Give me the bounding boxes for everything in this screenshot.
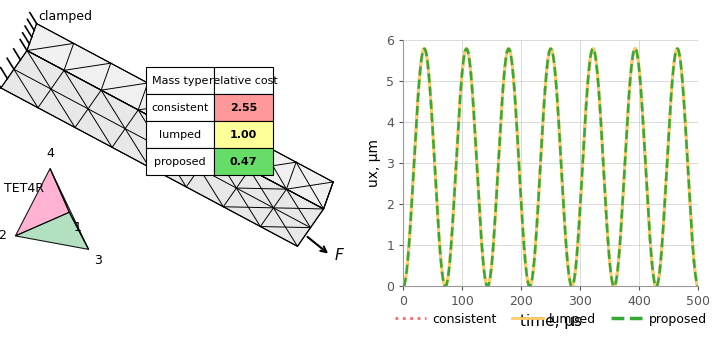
- Text: 2.55: 2.55: [230, 103, 257, 113]
- lumped: [688, 244, 697, 248]
- lumped: [512, 119, 521, 123]
- Y-axis label: ux, μm: ux, μm: [366, 140, 381, 187]
- proposed: [504, 47, 513, 51]
- Line: consistent: consistent: [403, 49, 698, 286]
- Text: 1.00: 1.00: [230, 130, 257, 140]
- Bar: [146, 94, 214, 121]
- proposed: [399, 284, 408, 288]
- Text: proposed: proposed: [154, 157, 206, 167]
- Text: 1: 1: [73, 221, 81, 234]
- proposed: [450, 192, 459, 196]
- consistent: [399, 284, 408, 288]
- X-axis label: time, μs: time, μs: [520, 314, 582, 329]
- consistent: [525, 284, 534, 288]
- consistent: [450, 192, 459, 196]
- Text: 3: 3: [94, 254, 102, 268]
- proposed: [694, 284, 703, 288]
- consistent: [657, 257, 665, 261]
- Text: consistent: consistent: [151, 103, 209, 113]
- Text: Mass type: Mass type: [152, 76, 208, 86]
- Polygon shape: [50, 168, 89, 249]
- lumped: [694, 284, 703, 288]
- Text: 0.47: 0.47: [230, 157, 257, 167]
- proposed: [433, 201, 441, 205]
- Polygon shape: [15, 212, 89, 249]
- proposed: [525, 284, 534, 288]
- consistent: [512, 119, 521, 123]
- Bar: [214, 148, 274, 175]
- consistent: [433, 201, 441, 205]
- proposed: [657, 257, 665, 261]
- Legend: consistent, lumped, proposed: consistent, lumped, proposed: [390, 308, 712, 331]
- Text: lumped: lumped: [159, 130, 201, 140]
- Line: proposed: proposed: [403, 49, 698, 286]
- Bar: [214, 94, 274, 121]
- Bar: [214, 67, 274, 94]
- consistent: [504, 47, 513, 51]
- Text: TET4R: TET4R: [4, 182, 44, 195]
- consistent: [688, 244, 697, 248]
- proposed: [688, 244, 697, 248]
- Bar: [146, 148, 214, 175]
- Polygon shape: [1, 51, 323, 246]
- Bar: [146, 121, 214, 148]
- Text: clamped: clamped: [39, 10, 93, 23]
- proposed: [512, 119, 521, 123]
- lumped: [399, 284, 408, 288]
- Text: 2: 2: [0, 229, 6, 242]
- lumped: [657, 257, 665, 261]
- Text: F: F: [334, 248, 343, 263]
- Text: relative cost: relative cost: [210, 76, 278, 86]
- lumped: [525, 284, 534, 288]
- Bar: [146, 67, 214, 94]
- Bar: [214, 121, 274, 148]
- lumped: [433, 201, 441, 205]
- Text: 4: 4: [46, 147, 54, 160]
- consistent: [694, 284, 703, 288]
- lumped: [450, 192, 459, 196]
- Line: lumped: lumped: [403, 49, 698, 286]
- Polygon shape: [27, 24, 333, 209]
- Polygon shape: [15, 168, 69, 236]
- lumped: [504, 47, 513, 51]
